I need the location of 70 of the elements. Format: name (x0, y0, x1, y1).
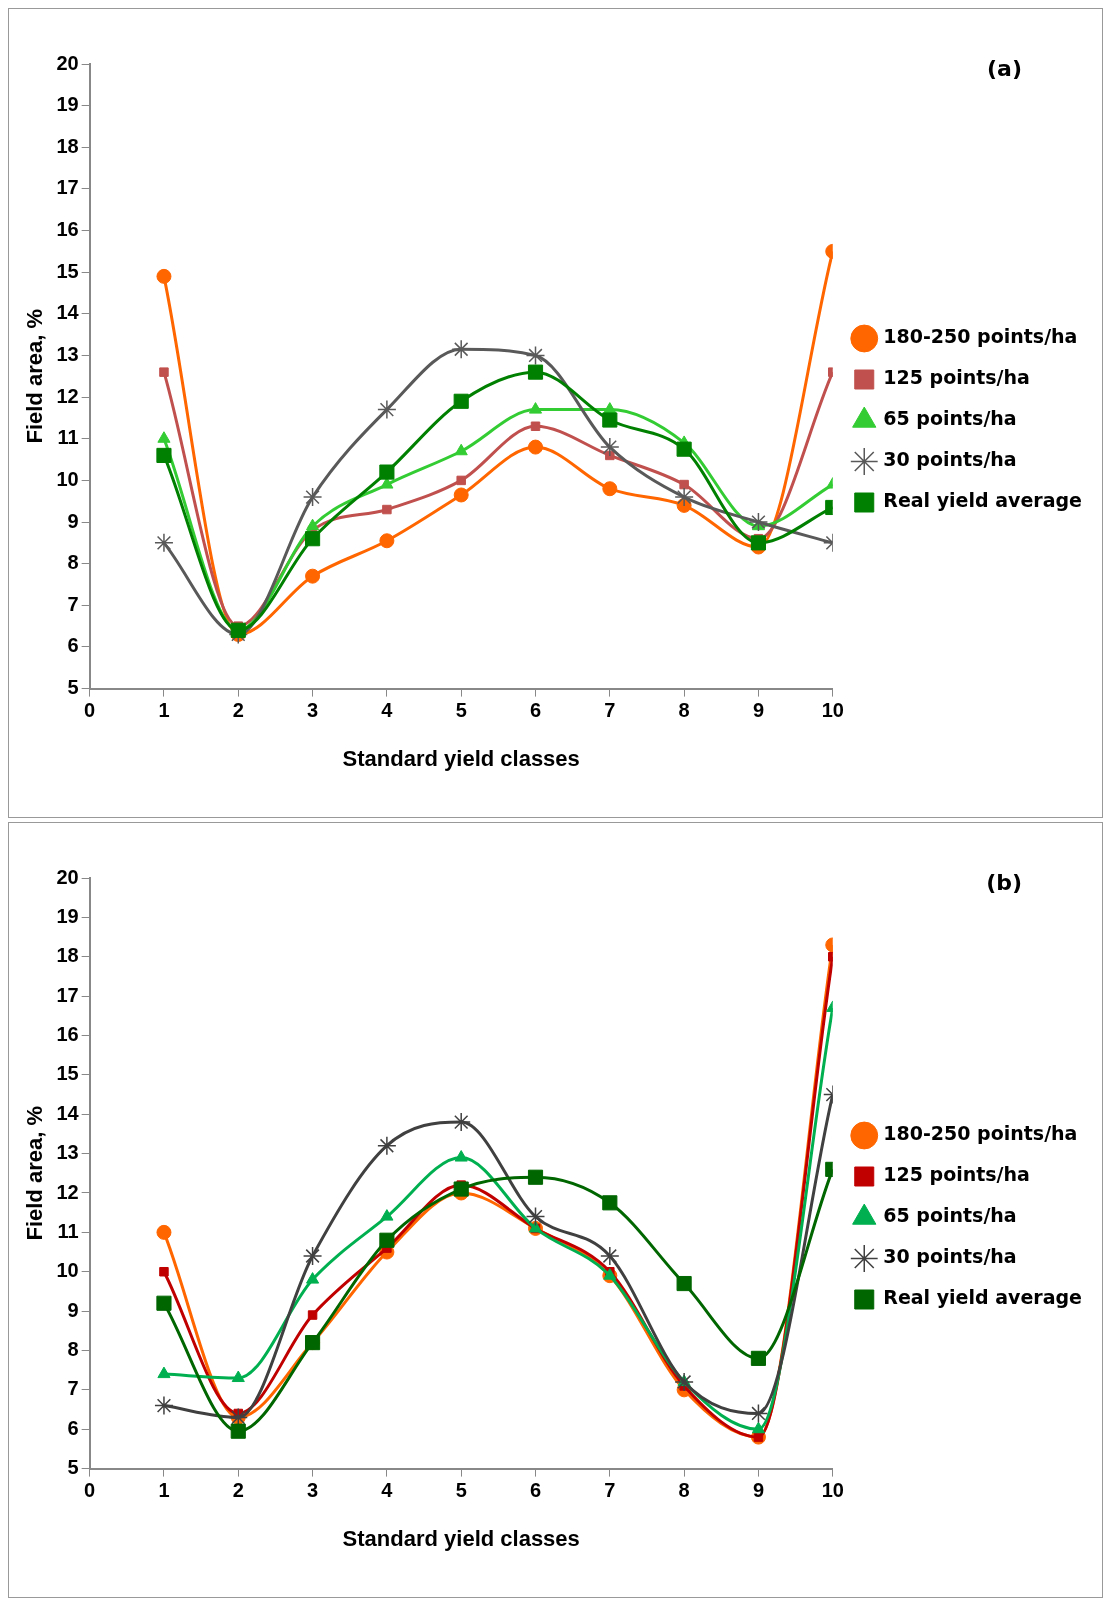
y-tick-label: 7 (67, 1377, 79, 1400)
x-tick-label: 5 (455, 699, 467, 722)
x-axis-title: Standard yield classes (342, 745, 580, 771)
x-tick-label: 6 (529, 699, 542, 722)
x-tick-label: 2 (232, 699, 244, 722)
y-tick-label: 14 (56, 1101, 80, 1124)
legend-label: 30 points/ha (883, 1245, 1017, 1268)
y-tick-label: 14 (56, 301, 80, 324)
text: (b) (986, 869, 1022, 895)
legend-label: 180-250 points/ha (883, 1122, 1078, 1145)
legend-label: 125 points/ha (883, 366, 1030, 389)
y-tick-label: 7 (67, 592, 79, 615)
y-tick-label: 9 (67, 509, 79, 532)
y-tick-label: 12 (56, 1180, 79, 1203)
y-tick-label: 8 (67, 1338, 79, 1360)
x-tick-label: 5 (455, 1479, 467, 1502)
y-tick-label: 20 (56, 865, 79, 888)
y-tick-label: 12 (56, 384, 79, 407)
y-tick-label: 16 (56, 218, 79, 241)
x-tick-label: 4 (381, 699, 394, 722)
x-tick-label: 10 (821, 699, 844, 722)
x-tick-label: 6 (529, 1479, 542, 1502)
y-axis-title: Field area, % (22, 309, 48, 444)
y-tick-label: 15 (56, 1062, 79, 1085)
y-tick-label: 19 (56, 93, 79, 116)
x-tick-label: 1 (158, 1479, 170, 1502)
text: (a) (987, 55, 1022, 81)
x-tick-label: 7 (604, 699, 616, 722)
y-axis-title: Field area, % (22, 1106, 48, 1241)
y-tick-label: 20 (56, 51, 79, 74)
x-tick-label: 3 (307, 1479, 319, 1502)
legend-label: Real yield average (883, 489, 1082, 512)
y-tick-label: 9 (67, 1298, 79, 1321)
legend-label: 30 points/ha (883, 448, 1017, 471)
y-tick-label: 18 (56, 944, 79, 967)
x-tick-label: 3 (307, 699, 319, 722)
y-tick-label: 16 (56, 1023, 79, 1046)
y-tick-label: 13 (56, 343, 79, 365)
x-tick-label: 10 (821, 1479, 844, 1502)
legend-label: 180-250 points/ha (883, 325, 1078, 348)
x-tick-label: 9 (752, 1479, 764, 1502)
y-tick-label: 6 (67, 1416, 79, 1439)
x-tick-label: 9 (752, 699, 764, 722)
x-tick-label: 2 (232, 1479, 244, 1502)
x-tick-label: 0 (84, 699, 96, 722)
legend-label: 125 points/ha (883, 1163, 1030, 1186)
x-axis-title: Standard yield classes (342, 1525, 580, 1551)
x-tick-label: 0 (84, 1479, 96, 1502)
y-tick-label: 15 (56, 259, 79, 282)
y-tick-label: 8 (67, 551, 79, 574)
y-tick-label: 5 (67, 676, 79, 699)
x-tick-label: 7 (604, 1479, 616, 1502)
y-tick-label: 11 (57, 426, 79, 449)
y-tick-label: 5 (67, 1456, 79, 1479)
legend-label: 65 points/ha (883, 407, 1017, 430)
y-tick-label: 17 (56, 176, 79, 199)
x-tick-label: 4 (381, 1479, 394, 1502)
y-tick-label: 10 (56, 1259, 79, 1282)
y-tick-label: 6 (67, 634, 79, 657)
x-tick-label: 8 (678, 1479, 690, 1502)
y-tick-label: 19 (56, 904, 79, 927)
y-tick-label: 13 (56, 1141, 79, 1164)
y-tick-label: 17 (56, 983, 79, 1006)
legend-label: Real yield average (883, 1286, 1082, 1309)
x-tick-label: 1 (158, 699, 170, 722)
x-tick-label: 8 (678, 699, 690, 722)
y-tick-label: 11 (57, 1219, 79, 1242)
y-tick-label: 18 (56, 134, 79, 157)
legend-label: 65 points/ha (883, 1204, 1017, 1227)
y-tick-label: 10 (56, 467, 79, 490)
